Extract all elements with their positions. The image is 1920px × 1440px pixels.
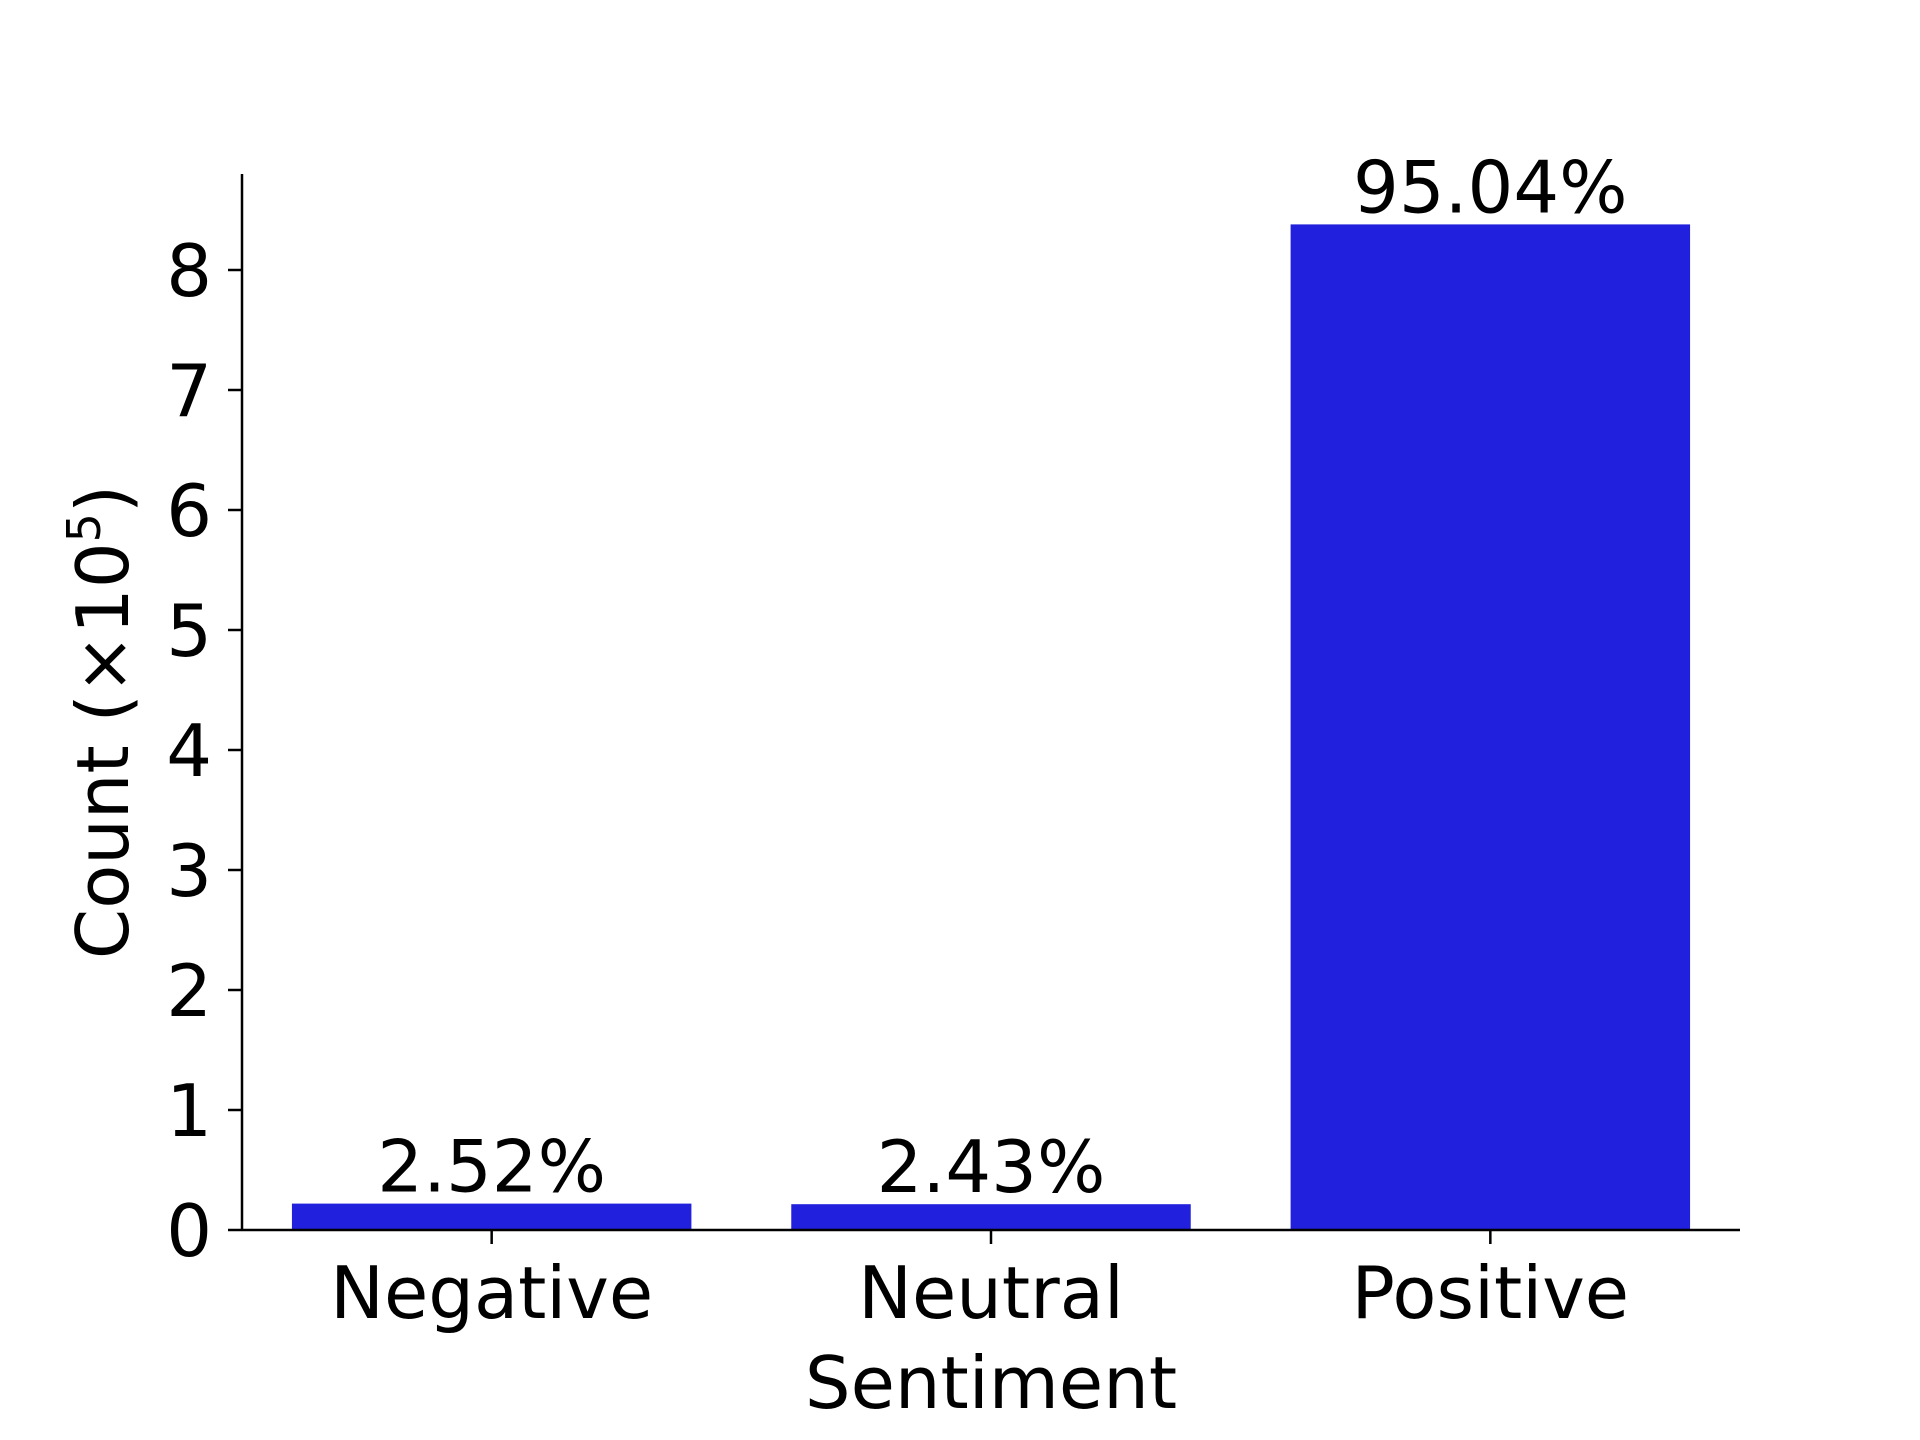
y-tick-label-5: 5 [166, 589, 212, 673]
y-ticks-group: 0 1 2 3 4 5 6 7 8 [166, 229, 242, 1273]
bar-positive [1290, 224, 1691, 1230]
y-axis-label-exponent: 5 [57, 513, 111, 542]
x-tick-label-negative: Negative [330, 1251, 653, 1335]
y-tick-label-7: 7 [166, 349, 212, 433]
bar-negative [291, 1203, 692, 1230]
y-axis-label-main: Count (×10 [61, 542, 145, 959]
y-axis-label: Count (×105) [57, 485, 145, 959]
y-axis-label-close: ) [61, 485, 145, 513]
y-tick-label-3: 3 [166, 829, 212, 913]
x-ticks-group: Negative Neutral Positive [330, 1230, 1629, 1335]
x-axis-label: Sentiment [805, 1341, 1177, 1425]
data-label-neutral: 2.43% [877, 1125, 1106, 1209]
data-labels-group: 2.52% 2.43% 95.04% [377, 145, 1627, 1209]
y-tick-label-0: 0 [166, 1189, 212, 1273]
bars-group [291, 224, 1691, 1230]
y-tick-label-8: 8 [166, 229, 212, 313]
y-tick-label-6: 6 [166, 469, 212, 553]
y-tick-label-4: 4 [166, 709, 212, 793]
bar-neutral [791, 1204, 1191, 1230]
x-tick-label-positive: Positive [1352, 1251, 1630, 1335]
x-tick-label-neutral: Neutral [858, 1251, 1124, 1335]
data-label-positive: 95.04% [1353, 145, 1628, 229]
data-label-negative: 2.52% [377, 1125, 606, 1209]
y-tick-label-2: 2 [166, 949, 212, 1033]
y-tick-label-1: 1 [166, 1069, 212, 1153]
